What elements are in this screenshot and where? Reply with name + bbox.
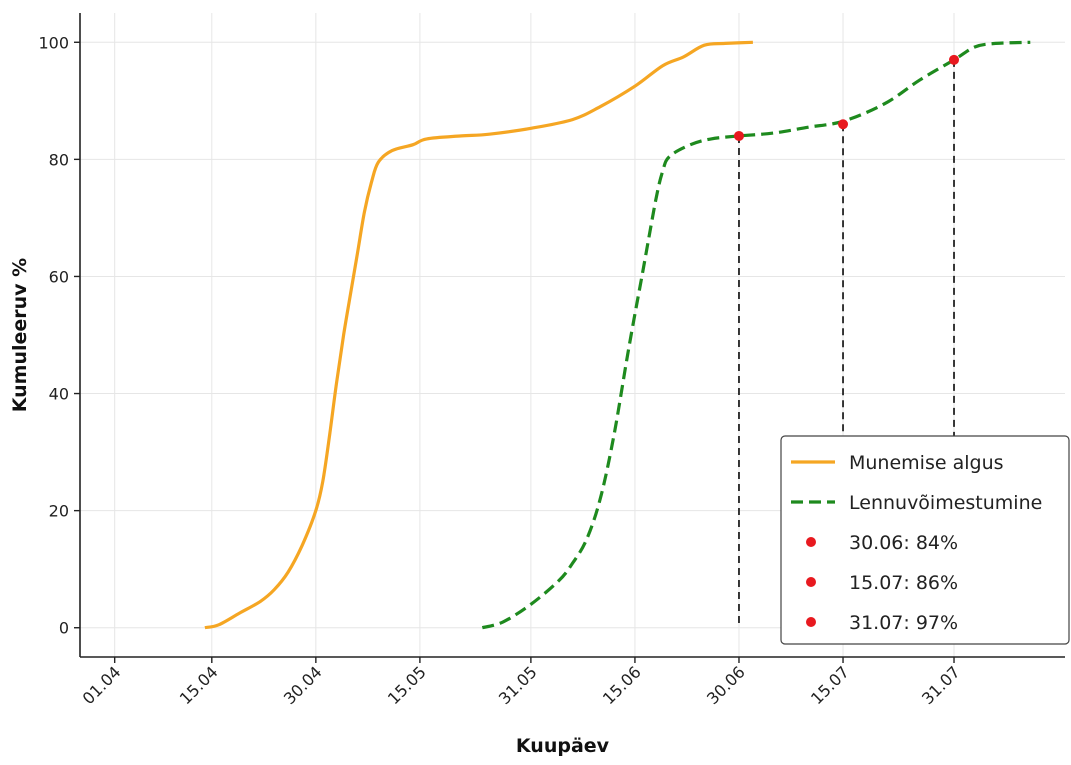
legend-marker-label-1: 15.07: 86% <box>849 572 958 594</box>
series-line-0 <box>204 40 753 630</box>
x-tick-label-5: 15.06 <box>599 662 645 708</box>
x-tick-label-8: 31.07 <box>918 662 964 708</box>
legend-marker-label-2: 31.07: 97% <box>849 612 958 634</box>
x-axis-title: Kuupäev <box>516 735 610 757</box>
legend-marker-swatch-1 <box>806 577 816 587</box>
legend-marker-label-0: 30.06: 84% <box>849 532 958 554</box>
y-tick-label-20: 20 <box>49 502 69 521</box>
y-tick-label-0: 0 <box>59 619 69 638</box>
marker-point-1 <box>838 119 849 130</box>
legend-marker-swatch-0 <box>806 537 816 547</box>
x-tick-label-3: 15.05 <box>384 662 430 708</box>
y-tick-label-80: 80 <box>49 150 69 169</box>
x-tick-label-6: 30.06 <box>703 662 749 708</box>
x-tick-label-1: 15.04 <box>176 662 222 708</box>
legend: Munemise algus Lennuvõimestumine 30.06: 84… <box>780 435 1070 645</box>
legend-box <box>780 435 1070 645</box>
series-line-1 <box>481 40 1031 630</box>
x-tick-label-4: 31.05 <box>495 662 541 708</box>
legend-label-0: Munemise algus <box>849 452 1004 474</box>
y-axis-title: Kumuleeruv % <box>9 258 31 412</box>
series-lines <box>204 40 1031 630</box>
y-tick-label-100: 100 <box>38 33 69 52</box>
marker-point-2 <box>949 54 960 65</box>
x-tick-label-7: 15.07 <box>807 662 853 708</box>
x-tick-label-0: 01.04 <box>79 662 125 708</box>
y-tick-label-40: 40 <box>49 385 69 404</box>
legend-label-1: Lennuvõimestumine <box>849 492 1042 514</box>
marker-point-0 <box>733 130 744 141</box>
legend-marker-swatch-2 <box>806 617 816 627</box>
markers <box>733 54 960 141</box>
x-tick-label-2: 30.04 <box>280 662 326 708</box>
y-tick-label-60: 60 <box>49 267 69 286</box>
